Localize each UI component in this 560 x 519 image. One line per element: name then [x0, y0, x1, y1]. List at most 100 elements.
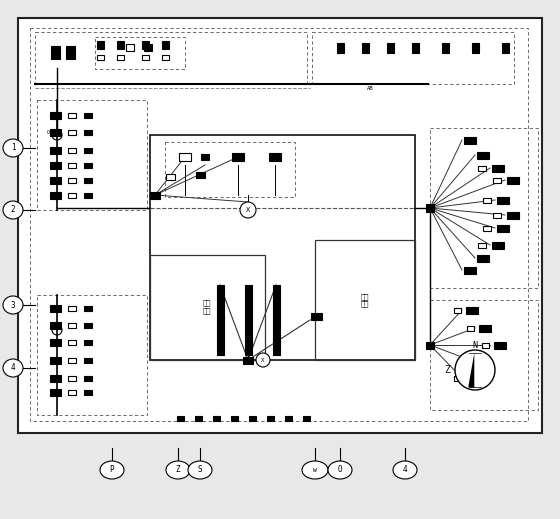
Bar	[49, 161, 60, 169]
Bar	[84, 358, 92, 362]
Bar	[165, 142, 295, 197]
Bar	[84, 339, 92, 345]
Bar	[232, 153, 244, 161]
Bar	[84, 306, 92, 310]
Bar	[337, 43, 343, 53]
Text: AB: AB	[367, 86, 374, 90]
Bar	[430, 300, 538, 410]
Bar	[464, 266, 476, 274]
Ellipse shape	[100, 461, 124, 479]
Bar	[37, 100, 147, 210]
Bar	[116, 41, 124, 49]
Bar	[466, 375, 478, 381]
Text: W: W	[313, 468, 317, 472]
Bar	[386, 43, 394, 53]
Bar	[493, 177, 501, 183]
Bar	[35, 32, 307, 84]
Bar	[68, 130, 76, 134]
Ellipse shape	[3, 201, 23, 219]
Bar	[68, 193, 76, 198]
Bar	[84, 322, 92, 327]
Bar	[84, 130, 92, 134]
Bar	[95, 37, 185, 69]
Bar	[68, 147, 76, 153]
Bar	[478, 166, 486, 171]
Bar	[441, 43, 449, 53]
Bar	[231, 416, 237, 420]
Ellipse shape	[3, 359, 23, 377]
Bar	[49, 146, 60, 154]
Bar	[18, 18, 542, 433]
Polygon shape	[469, 353, 475, 387]
Bar	[49, 357, 60, 363]
Bar	[68, 322, 76, 327]
Bar	[479, 324, 491, 332]
Bar	[494, 342, 506, 348]
Bar	[68, 177, 76, 183]
Bar	[49, 176, 60, 184]
Bar	[166, 174, 175, 180]
Text: 3: 3	[11, 301, 15, 309]
Bar	[273, 285, 280, 355]
Bar	[194, 416, 202, 420]
Bar	[96, 54, 104, 60]
Bar	[466, 307, 478, 313]
Text: O: O	[46, 130, 49, 134]
Bar	[426, 342, 434, 348]
Bar	[176, 416, 184, 420]
Bar	[68, 113, 76, 117]
Bar	[267, 416, 273, 420]
Text: X: X	[246, 207, 250, 213]
Text: X: X	[262, 358, 265, 362]
Bar	[49, 375, 60, 381]
Bar	[195, 172, 204, 178]
Bar	[161, 54, 169, 60]
Bar	[472, 43, 478, 53]
Ellipse shape	[328, 461, 352, 479]
Bar	[302, 416, 310, 420]
Bar	[466, 325, 474, 331]
Bar	[426, 204, 434, 212]
Bar	[49, 192, 60, 198]
Text: S: S	[198, 466, 202, 474]
Text: 装卸
货场: 装卸 货场	[203, 300, 211, 314]
Bar	[68, 306, 76, 310]
Bar	[284, 416, 292, 420]
Bar	[68, 376, 76, 380]
Bar	[66, 46, 74, 59]
Bar	[49, 305, 60, 311]
Bar	[497, 225, 509, 231]
Bar	[430, 128, 538, 288]
Bar	[84, 147, 92, 153]
Bar	[49, 321, 60, 329]
Bar	[493, 212, 501, 217]
Bar	[49, 112, 60, 118]
Text: 变配
电室: 变配 电室	[361, 293, 369, 307]
Ellipse shape	[166, 461, 190, 479]
Text: P: P	[110, 466, 114, 474]
Polygon shape	[475, 353, 481, 387]
Bar	[483, 198, 491, 202]
Ellipse shape	[188, 461, 212, 479]
Bar	[464, 136, 476, 143]
Bar	[150, 192, 160, 198]
Bar	[507, 212, 519, 218]
Bar	[478, 242, 486, 248]
Bar	[466, 360, 474, 364]
Text: 4: 4	[403, 466, 407, 474]
Bar	[84, 177, 92, 183]
Bar	[492, 241, 504, 249]
Bar	[68, 389, 76, 394]
Bar	[477, 254, 489, 262]
Bar	[362, 43, 368, 53]
Bar	[84, 162, 92, 168]
Bar	[144, 44, 152, 50]
Bar	[142, 54, 148, 60]
Text: 2: 2	[11, 206, 15, 214]
Bar	[479, 359, 491, 365]
Text: N: N	[473, 340, 478, 349]
Bar	[310, 312, 321, 320]
Text: 1: 1	[11, 143, 15, 153]
Bar	[68, 358, 76, 362]
Bar	[507, 176, 519, 184]
